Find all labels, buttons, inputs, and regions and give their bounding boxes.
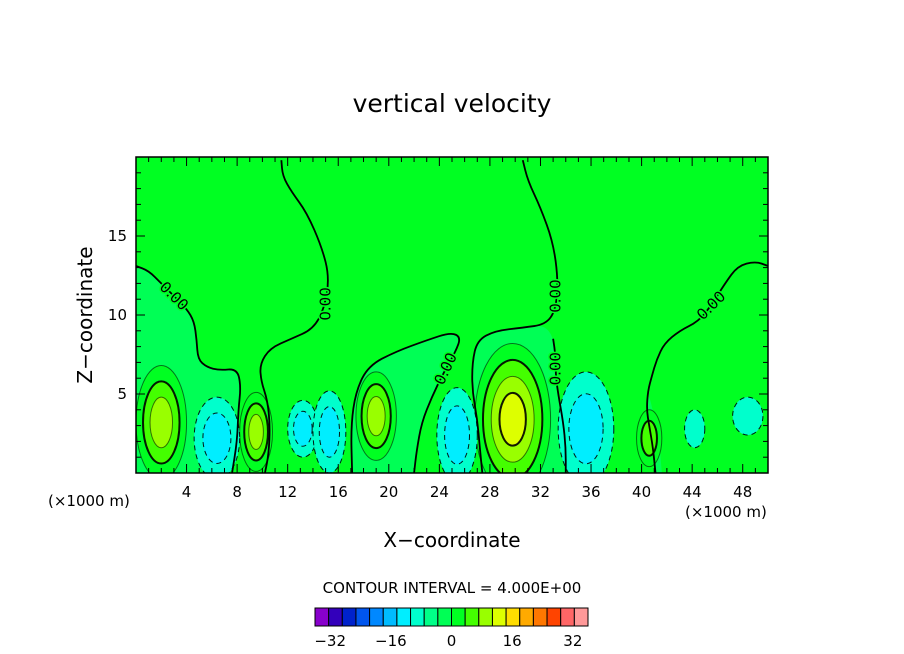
x-tick-label-8: 8: [232, 483, 242, 501]
colorbar-swatch-18: [560, 607, 575, 627]
contour-cell-6-level-1: [293, 410, 313, 447]
colorbar-swatch-3: [355, 607, 371, 627]
y-tick-label-15: 15: [108, 227, 127, 245]
colorbar-swatch-6: [396, 607, 412, 627]
plot-area: 0.00 0.000.000.000.000.00 4 8 12 16 20 24 28 32 3…: [108, 156, 769, 501]
colorbar-swatch-0: [314, 607, 330, 627]
x-tick-label-32: 32: [531, 483, 550, 501]
colorbar-swatch-1: [328, 607, 343, 627]
zero-contour-5: [646, 261, 768, 473]
colorbar-swatch-5: [382, 607, 398, 627]
colorbar-swatch-10: [451, 607, 466, 627]
contour-cell-9-level-1: [568, 393, 604, 465]
colorbar-label-2: 0: [447, 632, 457, 650]
colorbar-swatch-8: [423, 607, 439, 627]
zero-contour-4: [552, 338, 567, 473]
colorbar-swatch-17: [546, 607, 562, 627]
colorbar-swatch-4: [369, 607, 384, 627]
colorbar-label-3: 16: [503, 632, 522, 650]
y-axis-label: Z−coordinate: [73, 246, 97, 383]
contour-cell-3-level-3: [498, 391, 527, 447]
contour-cell-7-level-1: [318, 406, 341, 458]
colorbar-swatch-14: [505, 607, 521, 627]
contour-cell-0-level-2: [149, 396, 174, 449]
zero-contour-3: [471, 159, 559, 473]
zero-contour-1: [259, 160, 329, 473]
colorbar-swatch-2: [341, 607, 357, 627]
contour-cell-8-level-1: [444, 405, 471, 465]
colorbar-swatch-7: [410, 607, 425, 627]
x-tick-label-44: 44: [683, 483, 702, 501]
y-tick-label-5: 5: [117, 385, 127, 403]
contour-cell-5-level-1: [202, 412, 232, 465]
x-tick-label-20: 20: [379, 483, 398, 501]
x-tick-label-16: 16: [329, 483, 348, 501]
chart-title: vertical velocity: [353, 89, 552, 118]
x-unit-left: (×1000 m): [48, 492, 130, 510]
contour-cell-1-level-2: [248, 413, 264, 450]
contour-label-4: 0.00: [547, 352, 565, 385]
colorbar-swatch-15: [519, 607, 534, 627]
colorbar: −32 −16 0 16 32: [314, 607, 589, 650]
contour-label-1: 0.00: [317, 287, 335, 320]
contour-label-3: 0.00: [547, 279, 565, 312]
y-tick-label-10: 10: [108, 306, 127, 324]
colorbar-label-1: −16: [375, 632, 407, 650]
contour-cell-10-level-0: [684, 409, 706, 449]
colorbar-swatch-13: [491, 607, 507, 627]
colorbar-swatch-19: [573, 607, 589, 627]
x-tick-label-12: 12: [278, 483, 297, 501]
colorbar-swatch-16: [532, 607, 548, 627]
colorbar-label-0: −32: [314, 632, 346, 650]
x-tick-label-28: 28: [480, 483, 499, 501]
x-tick-label-40: 40: [632, 483, 651, 501]
colorbar-label-4: 32: [563, 632, 582, 650]
x-axis-label: X−coordinate: [383, 528, 520, 552]
colorbar-swatch-12: [478, 607, 493, 627]
x-unit-right: (×1000 m): [685, 503, 767, 521]
zero-contour-2: [350, 332, 461, 473]
x-tick-label-48: 48: [733, 483, 752, 501]
colorbar-swatch-11: [464, 607, 480, 627]
x-tick-label-24: 24: [430, 483, 449, 501]
zero-contour-0: [136, 265, 242, 473]
contour-cell-2-level-2: [366, 395, 386, 437]
contour-cell-11-level-0: [732, 396, 764, 436]
colorbar-swatch-9: [437, 607, 453, 627]
x-tick-label-4: 4: [182, 483, 192, 501]
x-tick-label-36: 36: [581, 483, 600, 501]
contour-interval-text: CONTOUR INTERVAL = 4.000E+00: [323, 579, 582, 597]
